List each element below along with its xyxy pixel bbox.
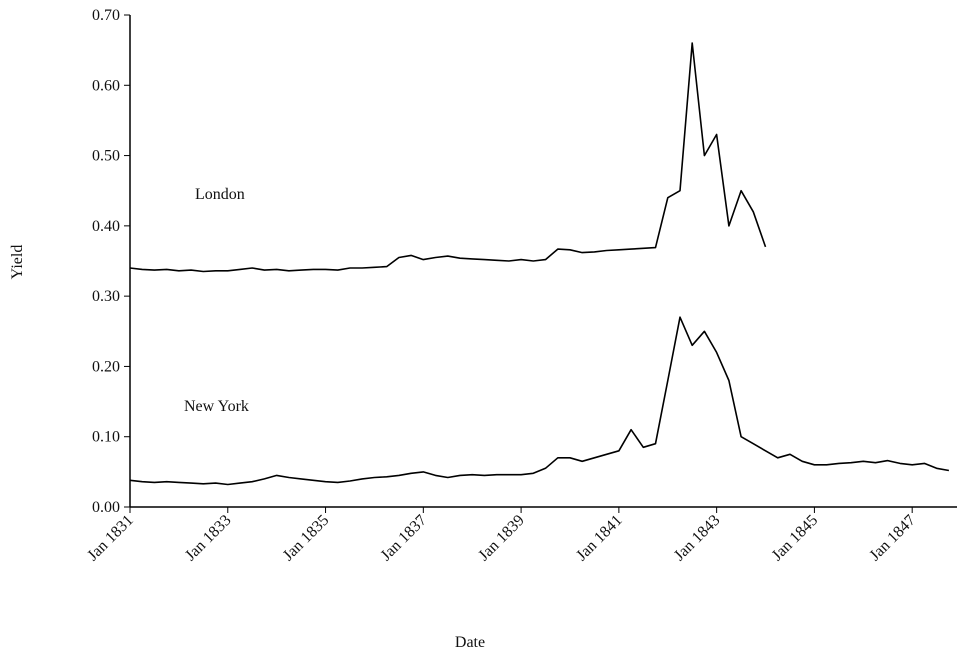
x-tick-label: Jan 1841	[573, 512, 626, 565]
annotation: New York	[184, 398, 249, 415]
x-tick-label: Jan 1837	[378, 512, 431, 565]
x-tick-label: Jan 1833	[182, 512, 235, 565]
y-tick-label: 0.50	[92, 148, 120, 165]
y-tick-label: 0.10	[92, 429, 120, 446]
y-tick-label: 0.70	[92, 7, 120, 24]
x-tick-label: Jan 1843	[671, 512, 724, 565]
y-tick-label: 0.00	[92, 499, 120, 516]
y-axis-label: Yield	[9, 245, 26, 280]
y-tick-label: 0.40	[92, 218, 120, 235]
annotation: London	[195, 186, 245, 203]
series-line	[129, 316, 950, 486]
series-line	[129, 42, 767, 273]
x-axis-label: Date	[455, 634, 485, 651]
y-tick-label: 0.20	[92, 358, 120, 375]
x-tick-label: Jan 1831	[84, 512, 137, 565]
x-tick-label: Jan 1845	[769, 512, 822, 565]
x-tick-label: Jan 1847	[866, 512, 919, 565]
y-tick-label: 0.30	[92, 288, 120, 305]
y-tick-label: 0.60	[92, 77, 120, 94]
x-tick-label: Jan 1839	[475, 512, 528, 565]
x-tick-label: Jan 1835	[280, 512, 333, 565]
